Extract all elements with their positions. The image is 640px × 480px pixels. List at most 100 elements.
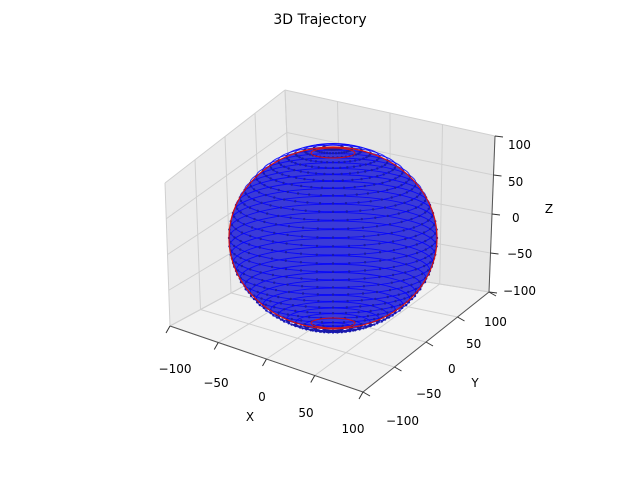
- trajectory-point-422: [286, 233, 289, 237]
- trajectory-point-612: [304, 164, 307, 167]
- y-tick-4: [488, 291, 497, 297]
- trajectory-point-417: [362, 235, 366, 238]
- trajectory-point-267: [400, 286, 403, 289]
- z-tick-2: [491, 213, 501, 216]
- trajectory-point-571: [287, 175, 290, 178]
- trajectory-point-489: [253, 198, 256, 202]
- trajectory-point-448: [239, 211, 242, 214]
- y-tick-2: [425, 341, 434, 347]
- trajectory-point-477: [394, 204, 397, 207]
- trajectory-point-254: [289, 297, 292, 301]
- trajectory-point-225: [394, 300, 397, 303]
- trajectory-point-275: [287, 290, 291, 294]
- trajectory-point-415: [390, 231, 393, 235]
- sphere-trajectory: [227, 143, 439, 334]
- trajectory-point-332: [378, 267, 382, 271]
- trajectory-point-585: [348, 172, 352, 175]
- trajectory-point-491: [244, 192, 247, 195]
- trajectory-point-630: [325, 161, 329, 164]
- trajectory-point-544: [342, 186, 346, 189]
- trajectory-point-478: [383, 206, 387, 209]
- trajectory-point-587: [331, 172, 335, 176]
- y-tick-3: [457, 316, 465, 322]
- trajectory-point-89: [301, 327, 304, 330]
- trajectory-point-463: [303, 217, 306, 221]
- trajectory-point-357: [315, 262, 318, 265]
- trajectory-point-298: [261, 279, 264, 282]
- sphere-outline: [228, 146, 438, 330]
- trajectory-point-558: [391, 168, 394, 172]
- trajectory-point-290: [377, 283, 380, 286]
- trajectory-point-224: [403, 297, 406, 300]
- trajectory-point-501: [357, 201, 360, 204]
- trajectory-point-483: [318, 210, 321, 213]
- grid-back-v-3: [439, 124, 443, 285]
- trajectory-point-350: [415, 251, 419, 255]
- trajectory-point-376: [348, 253, 351, 256]
- trajectory-point-85: [320, 330, 323, 333]
- trajectory-point-495: [410, 188, 414, 191]
- trajectory-point-175: [265, 309, 268, 312]
- trajectory-point-171: [290, 317, 293, 321]
- trajectory-point-667: [347, 150, 350, 153]
- trajectory-point-193: [277, 311, 280, 314]
- trajectory-point-439: [347, 227, 350, 230]
- trajectory-point-456: [397, 212, 400, 215]
- trajectory-point-675: [325, 151, 329, 155]
- trajectory-point-340: [258, 263, 261, 266]
- y-tick-label-4: 50: [466, 337, 481, 351]
- trajectory-point-510: [257, 191, 261, 194]
- trajectory-point-317: [285, 275, 288, 279]
- trajectory-point-581: [376, 167, 379, 170]
- trajectory-point-62: [323, 331, 326, 334]
- trajectory-point-229: [345, 306, 348, 309]
- trajectory-point-197: [255, 301, 259, 304]
- trajectory-point-499: [380, 198, 383, 201]
- trajectory-point-383: [248, 243, 251, 246]
- trajectory-point-410: [430, 215, 433, 219]
- trajectory-point-118: [380, 320, 383, 323]
- grid-left-h-3: [165, 132, 288, 220]
- x-tick-1: [213, 342, 219, 350]
- trajectory-point-292: [347, 285, 350, 289]
- trajectory-point-523: [343, 194, 347, 197]
- trajectory-point-547: [310, 185, 313, 189]
- trajectory-point-214: [273, 306, 276, 309]
- trajectory-point-226: [383, 302, 387, 305]
- trajectory-point-482: [331, 210, 335, 213]
- trajectory-point-266: [410, 283, 413, 286]
- trajectory-point-104: [331, 329, 335, 332]
- trajectory-point-509: [264, 193, 268, 197]
- trajectory-point-560: [382, 173, 385, 176]
- trajectory-point-356: [331, 262, 335, 265]
- trajectory-point-540: [381, 181, 384, 185]
- trajectory-point-206: [369, 309, 372, 313]
- x-tick-0: [165, 325, 171, 334]
- trajectory-point-437: [375, 225, 379, 228]
- trajectory-point-185: [366, 314, 370, 318]
- chart-title: 3D Trajectory: [273, 12, 366, 28]
- trajectory-point-569: [303, 177, 306, 181]
- z-tick-label-4: 50: [508, 175, 523, 189]
- trajectory-point-434: [410, 217, 413, 221]
- trajectory-point-294: [316, 285, 319, 289]
- trajectory-point-174: [269, 311, 272, 315]
- trajectory-point-380: [284, 251, 288, 254]
- trajectory-point-132: [283, 320, 286, 323]
- trajectory-point-233: [291, 304, 295, 307]
- trajectory-point-353: [379, 259, 382, 262]
- z-tick-label-2: −50: [507, 247, 532, 261]
- trajectory-point-274: [301, 292, 305, 295]
- trajectory-point-524: [331, 194, 335, 197]
- trajectory-point-452: [423, 199, 427, 203]
- trajectory-point-542: [363, 184, 366, 188]
- trajectory-point-424: [261, 229, 264, 232]
- trajectory-point-392: [414, 234, 417, 238]
- grid-back-h-4: [284, 89, 496, 137]
- trajectory-point-432: [424, 211, 427, 214]
- trajectory-point-306: [429, 261, 432, 264]
- trajectory-point-543: [353, 185, 356, 189]
- trajectory-point-549: [290, 183, 293, 186]
- trajectory-point-611: [310, 165, 314, 168]
